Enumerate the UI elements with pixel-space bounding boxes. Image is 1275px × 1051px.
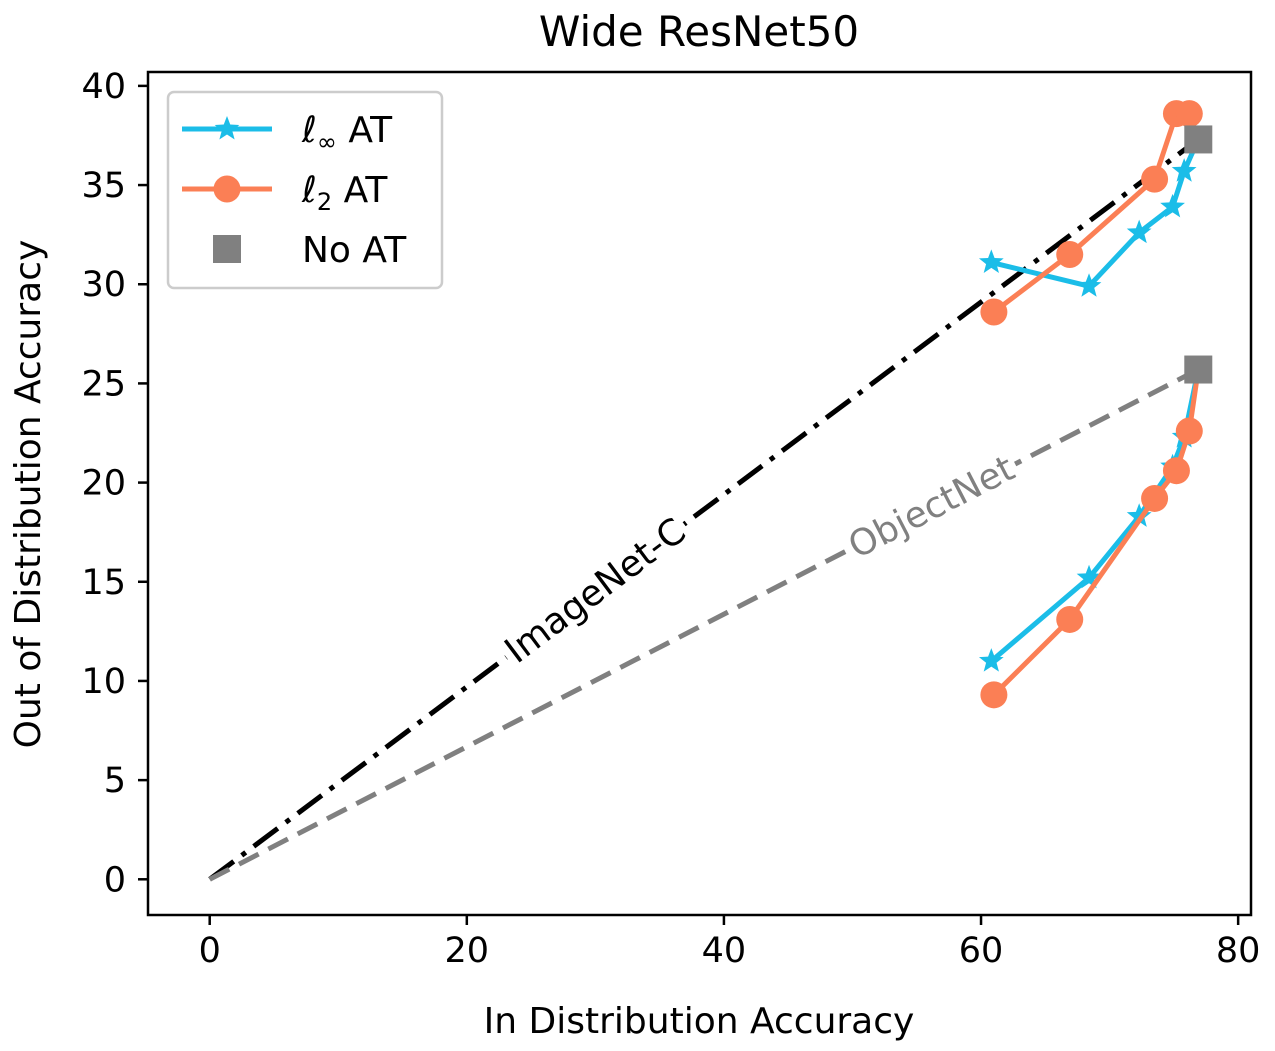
legend-entry-l2: ℓ2 AT <box>182 170 388 216</box>
legend-marker-l2 <box>213 175 241 203</box>
noat-point-1 <box>1184 355 1213 384</box>
legend-entry-linf: ℓ∞ AT <box>182 110 393 156</box>
y-tick-label-3: 15 <box>81 563 126 603</box>
linf-imagenetc-point-0 <box>978 249 1004 273</box>
l2-objectnet-point-0 <box>980 681 1008 709</box>
y-tick-label-6: 30 <box>81 265 126 305</box>
x-tick-label-4: 80 <box>1216 931 1261 971</box>
l2-objectnet-point-1 <box>1056 605 1084 633</box>
x-axis-label: In Distribution Accuracy <box>484 1001 915 1042</box>
linf-imagenetc-point-3 <box>1160 193 1185 218</box>
legend-marker-noat <box>213 235 241 263</box>
l2-imagenetc-point-4 <box>1175 100 1203 128</box>
legend-label-noat: No AT <box>302 230 407 271</box>
legend: ℓ∞ AT ℓ2 AT No AT <box>166 90 444 290</box>
noat-point-0 <box>1184 125 1213 154</box>
linf-imagenetc-point-4 <box>1171 158 1197 182</box>
noat-series <box>1184 125 1213 384</box>
l2-objectnet-point-4 <box>1175 417 1203 445</box>
l2-imagenetc-series <box>980 100 1203 326</box>
linf-objectnet-point-2 <box>1126 503 1152 527</box>
plot-frame <box>146 70 1253 917</box>
y-axis-label: Out of Distribution Accuracy <box>8 240 49 749</box>
objectnet-reference-line <box>208 367 1200 882</box>
linf-imagenetc-point-1 <box>1076 273 1102 297</box>
y-tick-label-1: 5 <box>104 761 126 801</box>
l2-objectnet-series <box>980 369 1203 709</box>
imagenet-c-label-background <box>497 513 693 669</box>
x-tick-label-2: 40 <box>702 931 747 971</box>
l2-objectnet-point-2 <box>1141 484 1169 512</box>
y-tick-label-4: 20 <box>81 464 126 504</box>
linf-objectnet-point-1 <box>1076 564 1102 589</box>
axis-ticks: 0 20 40 60 80 0 5 10 15 20 25 30 35 40 <box>81 67 1260 971</box>
y-tick-label-2: 10 <box>81 662 126 702</box>
linf-objectnet-point-0 <box>978 648 1004 672</box>
l2-imagenetc-point-0 <box>980 298 1008 326</box>
x-tick-label-0: 0 <box>199 931 221 971</box>
legend-entry-noat: No AT <box>213 230 407 271</box>
legend-label-l2: ℓ2 AT <box>301 170 388 216</box>
linf-imagenetc-point-2 <box>1126 219 1152 244</box>
chart-title: Wide ResNet50 <box>539 7 859 56</box>
y-tick-label-7: 35 <box>81 166 126 206</box>
legend-label-linf: ℓ∞ AT <box>301 110 393 156</box>
y-tick-label-5: 25 <box>81 364 126 404</box>
imagenet-c-reference-line <box>208 137 1200 882</box>
y-tick-label-8: 40 <box>81 67 126 107</box>
l2-imagenetc-point-2 <box>1141 165 1169 193</box>
y-tick-label-0: 0 <box>104 860 126 900</box>
legend-marker-linf <box>214 116 240 140</box>
l2-imagenetc-point-1 <box>1056 240 1084 268</box>
objectnet-label-background <box>841 451 1022 563</box>
x-tick-label-1: 20 <box>445 931 490 971</box>
l2-objectnet-point-3 <box>1162 457 1190 485</box>
linf-imagenetc-series <box>978 138 1201 297</box>
x-tick-label-3: 60 <box>959 931 1004 971</box>
